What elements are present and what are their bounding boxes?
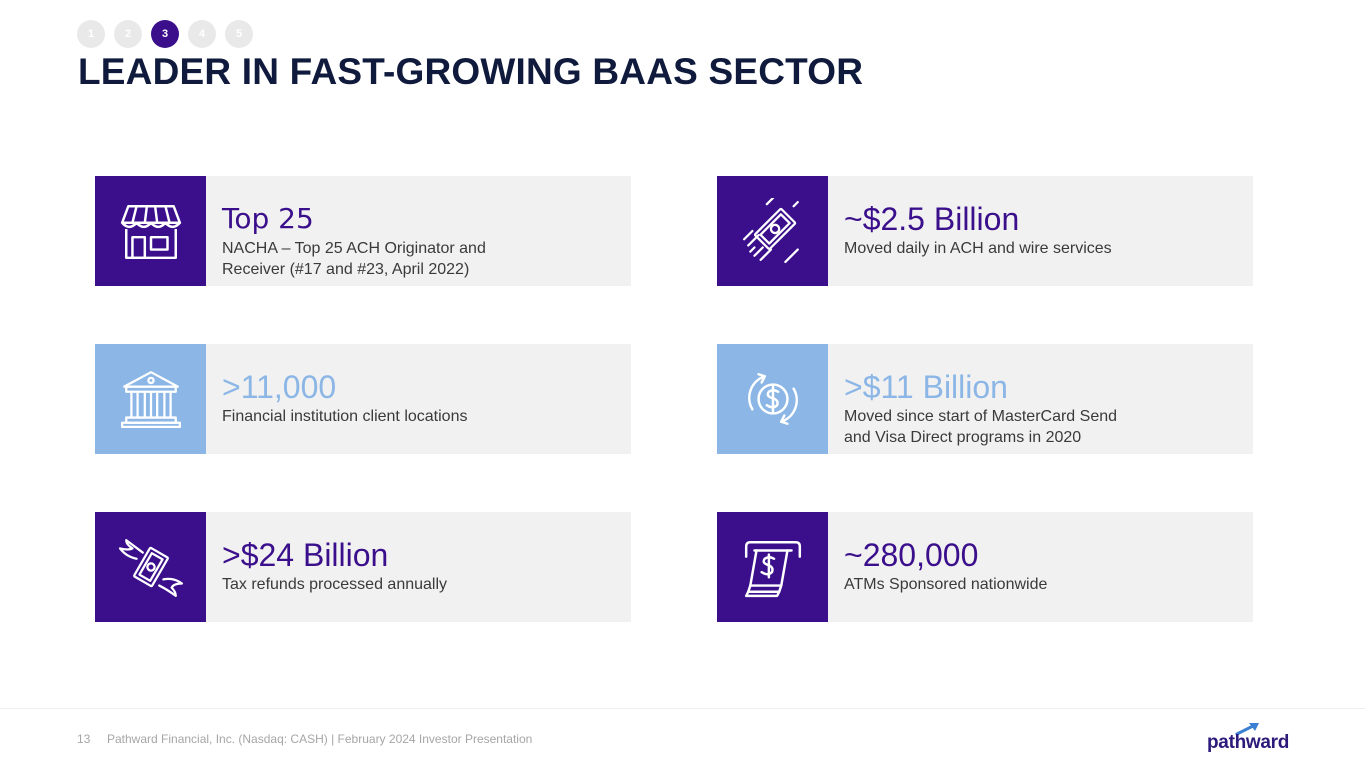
bank-building-icon (120, 371, 181, 428)
stat-headline: ~280,000 (844, 537, 979, 573)
stat-card-tax-refunds: >$24 Billion Tax refunds processed annua… (95, 512, 631, 622)
footer-divider (0, 708, 1365, 709)
pathward-logo: pathward (1207, 722, 1292, 754)
stat-description: NACHA – Top 25 ACH Originator and Receiv… (222, 240, 486, 278)
stat-headline: Top 25 (222, 202, 314, 235)
step-3-button[interactable]: 3 (151, 20, 179, 48)
atm-cash-icon (744, 541, 801, 598)
stat-description: Moved since start of MasterCard Send and… (844, 408, 1118, 446)
step-4-button[interactable]: 4 (188, 20, 216, 48)
stat-headline: ~$2.5 Billion (844, 201, 1020, 237)
stat-icon-box (717, 512, 828, 622)
step-2-button[interactable]: 2 (114, 20, 142, 48)
stat-card-client-locations: >11,000 Financial institution client loc… (95, 344, 631, 454)
stat-icon-box (95, 176, 206, 286)
page-title: LEADER IN FAST-GROWING BAAS SECTOR (78, 51, 864, 92)
step-1-button[interactable]: 1 (77, 20, 105, 48)
stat-description: Tax refunds processed annually (222, 576, 448, 593)
stat-description: Moved daily in ACH and wire services (844, 240, 1112, 257)
stat-icon-box (717, 344, 828, 454)
page-number: 13 (77, 732, 91, 746)
stat-description: Financial institution client locations (222, 408, 468, 425)
footer-text: Pathward Financial, Inc. (Nasdaq: CASH) … (107, 732, 533, 746)
stat-card-top-25: Top 25 NACHA – Top 25 ACH Originator and… (95, 176, 631, 286)
progress-steps: 1 2 3 4 5 (77, 20, 253, 48)
stat-headline: >11,000 (222, 369, 337, 405)
storefront-icon (120, 205, 181, 260)
stat-icon-box (95, 344, 206, 454)
stat-headline: >$11 Billion (844, 369, 1008, 405)
stat-card-mastercard-visa: >$11 Billion Moved since start of Master… (717, 344, 1253, 454)
logo-text: pathward (1207, 732, 1290, 753)
flying-money-icon (742, 198, 799, 264)
stat-headline: >$24 Billion (222, 537, 389, 573)
stat-icon-box (717, 176, 828, 286)
logo-arrow-icon (1235, 723, 1259, 736)
dollar-cycle-icon (747, 373, 798, 425)
stat-card-atms: ~280,000 ATMs Sponsored nationwide (717, 512, 1253, 622)
stat-icon-box (95, 512, 206, 622)
stat-card-daily-moved: ~$2.5 Billion Moved daily in ACH and wir… (717, 176, 1253, 286)
step-5-button[interactable]: 5 (225, 20, 253, 48)
winged-money-icon (118, 539, 183, 598)
stat-description: ATMs Sponsored nationwide (844, 576, 1048, 593)
